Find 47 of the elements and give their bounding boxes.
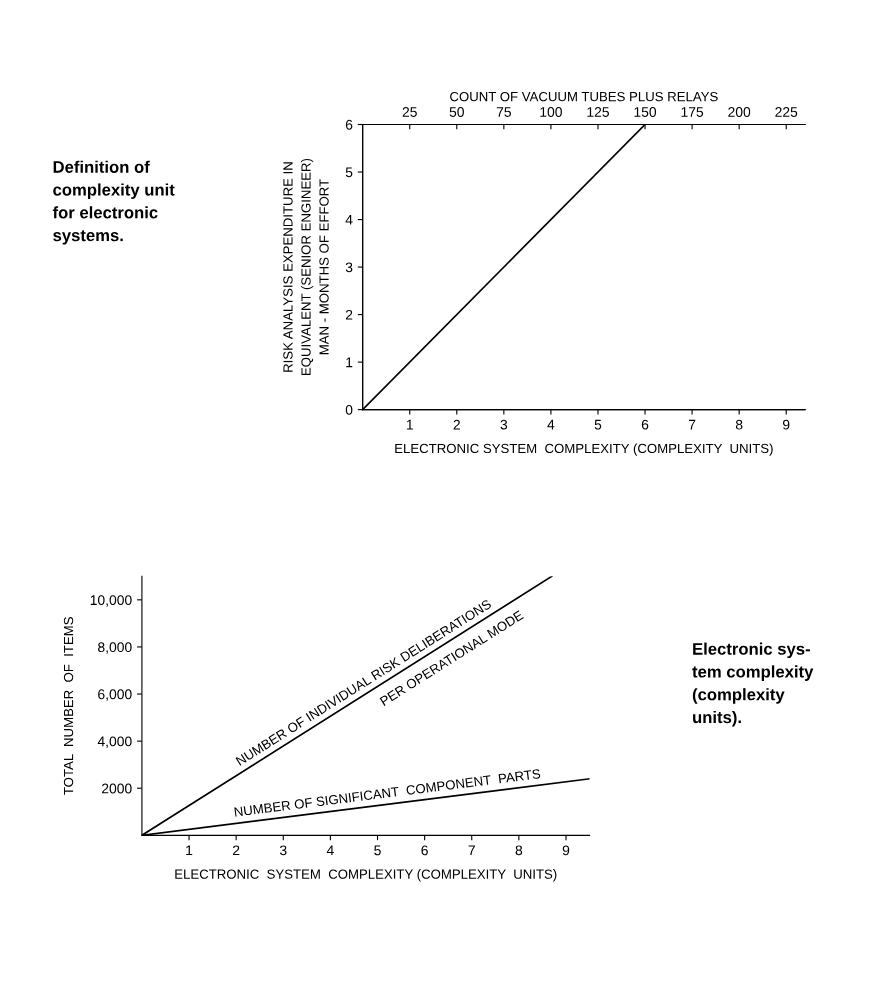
- x-tick-label: 7: [468, 845, 475, 856]
- x-tick-label: 8: [735, 419, 743, 430]
- x2-axis-title: COUNT OF VACUUM TUBES PLUS RELAYS: [450, 91, 718, 102]
- x-tick-label: 9: [783, 419, 790, 430]
- x-tick-label: 2: [232, 845, 240, 856]
- y-tick-label: 10,000: [90, 595, 132, 607]
- y-tick-label: 6: [345, 119, 353, 130]
- text: NUMBER OF SIGNIFICANT COMPONENT PARTS: [234, 768, 541, 817]
- x-axis-title: ELECTRONIC SYSTEM COMPLEXITY (COMPLEXITY UNITS): [175, 869, 557, 882]
- x2-tick-label: 100: [540, 107, 562, 117]
- x-axis-title: ELECTRONIC SYSTEM COMPLEXITY (COMPLEXITY UNITS): [395, 443, 773, 456]
- y-tick-label: 4,000: [97, 736, 132, 748]
- x-tick-label: 8: [515, 845, 523, 856]
- y-tick-label: 2: [345, 309, 353, 320]
- x2-tick-label: 225: [775, 107, 798, 117]
- y-tick-label: 2000: [101, 783, 132, 794]
- x-tick-label: 1: [406, 419, 413, 430]
- y-tick-label: 8,000: [98, 642, 132, 654]
- text: Definition of complexity unit for electronic systems.: [52, 160, 175, 245]
- y-tick-label: 1: [346, 357, 353, 368]
- x2-tick-label: 200: [728, 107, 751, 117]
- y-tick-label: 4: [345, 215, 353, 225]
- x-tick-label: 1: [186, 845, 193, 856]
- y-tick-label: 5: [345, 167, 353, 178]
- y-axis-title: TOTAL NUMBER OF ITEMS: [63, 617, 74, 795]
- x-tick-label: 3: [279, 845, 287, 856]
- x2-tick-label: 125: [587, 107, 609, 117]
- x2-tick-label: 50: [449, 107, 464, 117]
- text: Electronic sys- tem complexity (complexity units).: [692, 642, 814, 727]
- x-tick-label: 7: [688, 419, 696, 430]
- x-tick-label: 6: [421, 845, 428, 856]
- x-tick-label: 5: [374, 845, 381, 856]
- y-tick-label: 0: [345, 404, 353, 415]
- y-axis-title: RISK ANALYSIS EXPENDITURE IN EQUIVALENT (SENIOR ENGINEER) MAN - MONTHS OF EFFORT: [283, 158, 329, 375]
- y-tick-label: 6,000: [98, 689, 132, 701]
- x2-tick-label: 175: [681, 107, 704, 117]
- y-tick-label: 3: [345, 262, 353, 273]
- x2-tick-label: 25: [402, 107, 417, 117]
- x-tick-label: 5: [594, 419, 602, 430]
- x-tick-label: 3: [500, 419, 508, 430]
- x-tick-label: 9: [562, 845, 570, 856]
- x-tick-label: 6: [641, 419, 649, 430]
- x2-tick-label: 150: [634, 107, 657, 117]
- x-tick-label: 4: [326, 845, 334, 856]
- x-tick-label: 4: [547, 419, 555, 430]
- x2-tick-label: 75: [496, 107, 511, 117]
- x-tick-label: 2: [453, 419, 460, 430]
